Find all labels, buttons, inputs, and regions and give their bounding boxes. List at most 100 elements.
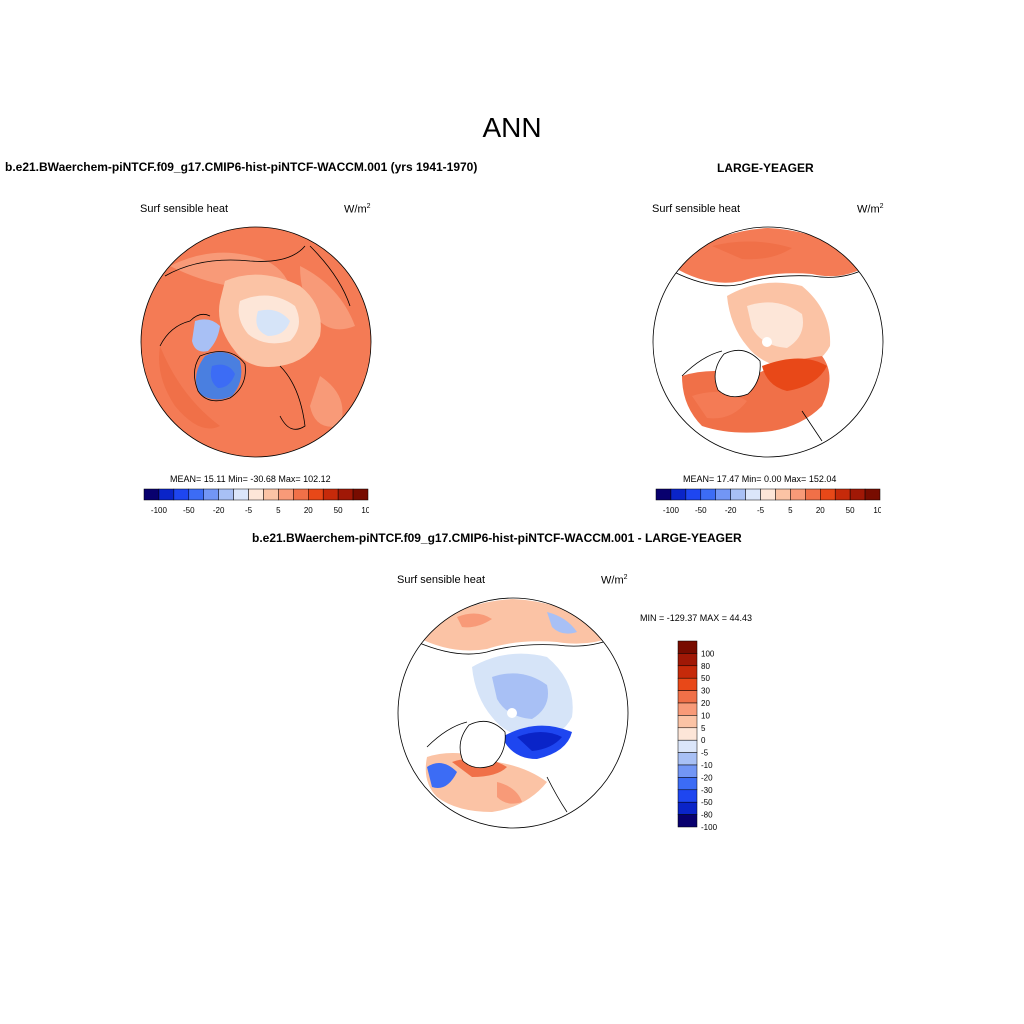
colorbar-swatch [849,488,866,501]
colorbar-swatch [293,488,309,501]
colorbar-label: -20 [701,773,713,782]
colorbar-swatch [677,789,698,803]
panel-obs-variable: Surf sensible heat [652,203,741,215]
colorbar-swatch [308,488,324,501]
map-test [140,226,372,458]
main-title: ANN [482,112,542,143]
colorbar-test: -100 -50 -20 -5 5 20 50 100 [143,488,369,515]
field-patch [417,599,612,651]
field-patch [159,346,220,429]
colorbar-swatches [677,640,698,828]
cold-pool [256,309,290,336]
colorbar-swatch [677,764,698,778]
colorbar-swatch [790,488,806,501]
colorbar-swatch [775,488,791,501]
map-border [140,226,372,458]
colorbar-label: 100 [873,506,881,515]
colorbar-label: -100 [151,506,168,515]
colorbar-swatch [352,488,369,501]
colorbar-label: -20 [213,506,225,515]
panel-test-stats: MEAN= 15.11 Min= -30.68 Max= 102.12 [170,474,331,484]
colorbar-label: -30 [701,786,713,795]
field-patch [310,376,343,427]
map-obs [652,226,884,458]
colorbar-swatch [188,488,204,501]
colorbar-label: 5 [701,724,706,733]
colorbar-label: 30 [701,687,710,696]
colorbar-label: -20 [725,506,737,515]
panel-obs-stats: MEAN= 17.47 Min= 0.00 Max= 152.04 [683,474,837,484]
colorbar-label: -10 [701,761,713,770]
colorbar-swatch [677,801,698,815]
colorbar-label: -5 [757,506,765,515]
colorbar-label: 80 [701,662,710,671]
colorbar-swatch [337,488,354,501]
colorbar-label: 100 [701,649,715,658]
colorbar-label: -50 [695,506,707,515]
colorbar-label: -100 [701,823,718,830]
colorbar-label: 100 [361,506,369,515]
colorbar-swatch [745,488,761,501]
colorbar-swatch [218,488,234,501]
map-border [397,597,629,829]
colorbar-swatch [322,488,339,501]
pole-hole [507,708,517,718]
colorbar-labels: -100 -50 -20 -5 5 20 50 100 [663,506,881,515]
colorbar-label: -5 [245,506,253,515]
map-diff [397,597,629,829]
colorbar-label: 20 [304,506,313,515]
colorbar-swatch [677,777,698,791]
colorbar-label: 10 [701,711,710,720]
colorbar-swatch [834,488,851,501]
panel-diff-units: W/m2 [601,574,628,587]
colorbar-swatches [143,488,369,501]
colorbar-swatch [730,488,746,501]
colorbar-swatch [677,752,698,766]
panel-test-title: b.e21.BWaerchem-piNTCF.f09_g17.CMIP6-his… [5,160,478,174]
colorbar-swatch [820,488,836,501]
colorbar-swatch [677,690,698,704]
colorbar-swatch [278,488,294,501]
greenland-land [714,349,761,398]
colorbar-swatch [700,488,716,501]
colorbar-label: -5 [701,749,709,758]
colorbar-label: 50 [334,506,343,515]
colorbar-swatch [233,488,249,501]
colorbar-swatch [864,488,881,501]
colorbar-swatch [677,702,698,716]
colorbar-swatch [805,488,821,501]
panel-obs-title: LARGE-YEAGER [717,161,814,175]
colorbar-swatch [203,488,219,501]
colorbar-label: -50 [701,798,713,807]
colorbar-swatch [677,814,698,828]
colorbar-swatch [677,665,698,679]
colorbar-swatches [655,488,881,501]
colorbar-swatch [173,488,190,501]
colorbar-label: 0 [701,736,706,745]
colorbar-swatch [715,488,731,501]
colorbar-label: -50 [183,506,195,515]
colorbar-swatch [677,715,698,729]
colorbar-label: 50 [701,674,710,683]
greenland-core [210,364,235,388]
panel-diff-title: b.e21.BWaerchem-piNTCF.f09_g17.CMIP6-his… [252,531,742,545]
panel-diff-stats: MIN = -129.37 MAX = 44.43 [640,613,753,623]
colorbar-swatch [158,488,175,501]
colorbar-label: 5 [788,506,793,515]
colorbar-swatch [685,488,702,501]
panel-test-units: W/m2 [344,203,371,216]
colorbar-swatch [677,653,698,667]
map-border [652,226,884,458]
panel-diff-variable: Surf sensible heat [397,574,486,586]
colorbar-swatch [670,488,687,501]
colorbar-label: 20 [816,506,825,515]
archipelago-region [192,319,220,352]
colorbar-swatch [677,677,698,691]
pole-hole [762,337,772,347]
colorbar-swatch [677,640,698,654]
greenland-land [459,720,506,769]
colorbar-labels: -100 -50 -20 -5 5 20 50 100 [151,506,369,515]
colorbar-swatch [263,488,279,501]
